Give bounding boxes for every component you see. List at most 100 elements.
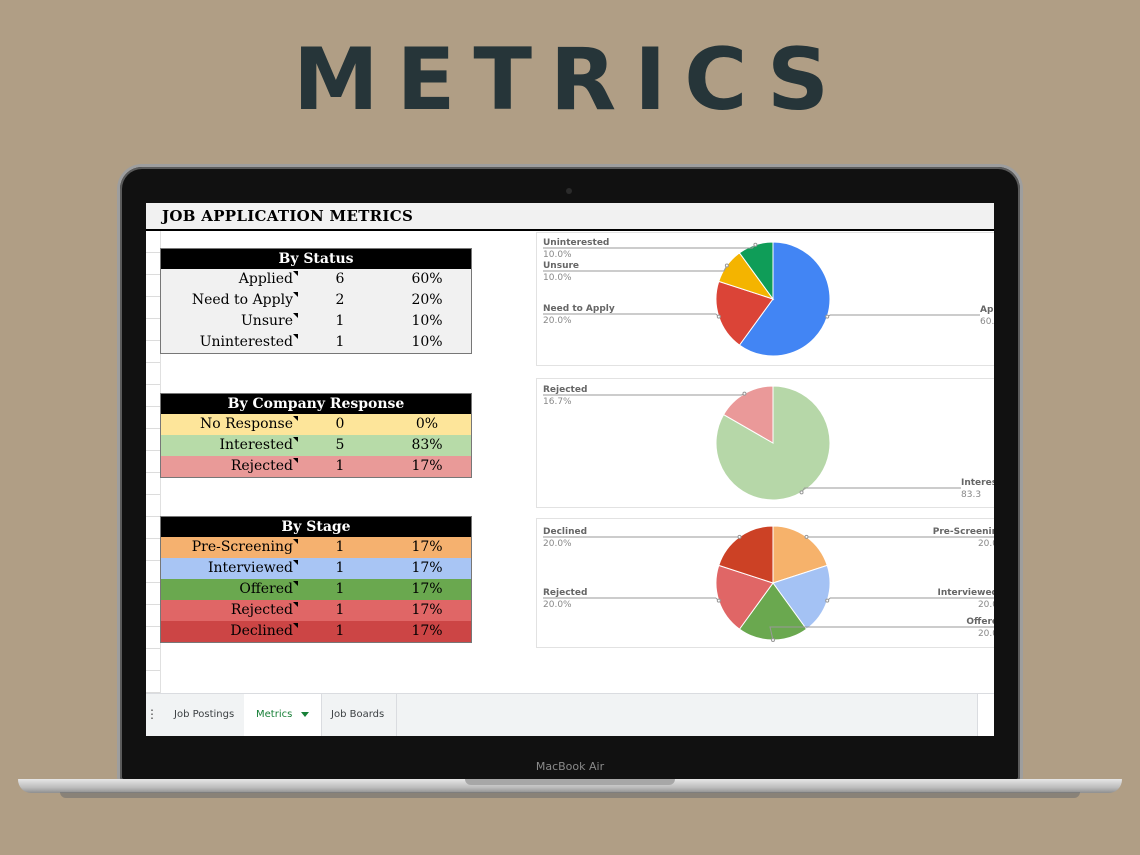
- tab-label: Job Postings: [174, 709, 235, 720]
- pie-leader-dot: [724, 263, 729, 268]
- pie-slice-label: Uninterested: [543, 238, 609, 248]
- pie-leader-line: [801, 487, 961, 493]
- pie-leader-dot: [716, 598, 721, 603]
- table-row[interactable]: No Response 0 0%: [161, 414, 471, 435]
- company-response-pie-svg: Intereste 83.3 Rejected 16.7%: [543, 385, 994, 501]
- row-count: 1: [335, 581, 345, 597]
- row-label: Interviewed: [208, 558, 299, 579]
- row-header-column: [146, 231, 161, 693]
- pie-slice-label: Intereste: [961, 478, 994, 488]
- row-percent: 17%: [411, 560, 443, 576]
- laptop-notch: [465, 779, 675, 785]
- spreadsheet-screen: JOB APPLICATION METRICS By Status Applied…: [146, 203, 994, 736]
- table-row[interactable]: Interested 5 83%: [161, 435, 471, 456]
- table-row[interactable]: Rejected 1 17%: [161, 600, 471, 621]
- row-percent: 17%: [411, 458, 443, 474]
- pie-leader-line: [543, 265, 728, 272]
- row-label: Rejected: [231, 456, 299, 477]
- pie-leader-line: [769, 626, 994, 641]
- tab-dropdown-caret-icon[interactable]: [301, 711, 310, 717]
- pie-slice-value: 20.0%: [543, 316, 572, 326]
- pie-slice-label: Declined: [543, 527, 587, 537]
- pie-leader-dot: [804, 534, 809, 539]
- table-header: By Status: [161, 249, 471, 269]
- row-count: 1: [335, 539, 345, 555]
- sheet-title: JOB APPLICATION METRICS: [162, 207, 414, 225]
- table-header: By Company Response: [161, 394, 471, 414]
- row-percent: 17%: [411, 539, 443, 555]
- row-percent: 10%: [411, 334, 443, 350]
- page-headline: METRICS: [293, 30, 847, 130]
- row-count: 1: [335, 560, 345, 576]
- tab-job-boards[interactable]: Job Boards: [319, 694, 398, 736]
- explore-button[interactable]: [977, 694, 994, 736]
- row-label: No Response: [200, 414, 299, 435]
- row-count: 2: [335, 292, 345, 308]
- row-percent: 10%: [411, 313, 443, 329]
- webcam-icon: [566, 188, 572, 194]
- row-label: Declined: [230, 621, 298, 642]
- row-label: Interested: [220, 435, 298, 456]
- pie-slice-label: Applied: [980, 305, 994, 315]
- table-row[interactable]: Rejected 1 17%: [161, 456, 471, 477]
- laptop-base: [18, 779, 1122, 793]
- row-label: Need to Apply: [192, 290, 299, 311]
- row-count: 1: [335, 458, 345, 474]
- row-count: 1: [335, 334, 345, 350]
- row-count: 1: [335, 313, 345, 329]
- pie-leader-dot: [799, 490, 804, 495]
- row-label: Applied: [239, 269, 299, 290]
- tab-metrics[interactable]: Metrics: [244, 694, 323, 736]
- pie-slice-value: 20.0%: [543, 539, 572, 549]
- status-table: By Status Applied 6 60% Need to Apply 2 20% Uns…: [160, 248, 472, 354]
- sheet-tab-bar: ⋮ Job Postings Metrics Job Boards: [146, 693, 994, 736]
- company-response-pie-chart[interactable]: Intereste 83.3 Rejected 16.7%: [536, 378, 994, 508]
- row-label: Rejected: [231, 600, 299, 621]
- row-count: 0: [335, 416, 345, 432]
- row-count: 1: [335, 602, 345, 618]
- pie-slice-value: 20.0: [978, 539, 994, 549]
- table-header: By Stage: [161, 517, 471, 537]
- all-sheets-menu-icon[interactable]: ⋮: [146, 707, 158, 721]
- pie-leader-dot: [825, 598, 830, 603]
- row-count: 5: [335, 437, 345, 453]
- tab-label: Metrics: [256, 709, 293, 720]
- table-row[interactable]: Pre-Screening 1 17%: [161, 537, 471, 558]
- pie-slice-label: Unsure: [543, 261, 579, 271]
- pie-slice-value: 83.3: [961, 490, 981, 500]
- row-label: Unsure: [241, 311, 298, 332]
- pie-leader-dot: [737, 534, 742, 539]
- table-row[interactable]: Unsure 1 10%: [161, 311, 471, 332]
- table-row[interactable]: Need to Apply 2 20%: [161, 290, 471, 311]
- pie-leader-dot: [716, 314, 721, 319]
- row-label: Pre-Screening: [192, 537, 299, 558]
- pie-slice-label: Need to Apply: [543, 304, 615, 314]
- pie-slice-label: Offere: [966, 617, 994, 627]
- table-row[interactable]: Offered 1 17%: [161, 579, 471, 600]
- stage-pie-svg: Pre-Screenin 20.0 Interviewed 20.0 Offere 20.…: [543, 525, 994, 642]
- row-label: Uninterested: [200, 332, 299, 353]
- table-row[interactable]: Declined 1 17%: [161, 621, 471, 642]
- pie-slice-value: 20.0: [978, 600, 994, 610]
- pie-slice-value: 20.0: [978, 629, 994, 639]
- pie-slice-label: Interviewed: [937, 588, 994, 598]
- table-row[interactable]: Interviewed 1 17%: [161, 558, 471, 579]
- pie-leader-dot: [771, 638, 775, 642]
- row-percent: 83%: [411, 437, 443, 453]
- row-count: 1: [335, 623, 345, 639]
- tab-job-postings[interactable]: Job Postings: [162, 694, 248, 736]
- row-percent: 60%: [411, 271, 443, 287]
- row-count: 6: [335, 271, 345, 287]
- stage-pie-chart[interactable]: Pre-Screenin 20.0 Interviewed 20.0 Offere 20.…: [536, 518, 994, 648]
- row-percent: 0%: [415, 416, 439, 432]
- pie-leader-dot: [753, 242, 758, 247]
- laptop-brand-label: MacBook Air: [535, 760, 605, 773]
- table-row[interactable]: Uninterested 1 10%: [161, 332, 471, 353]
- sheet-title-bar: JOB APPLICATION METRICS: [146, 203, 994, 231]
- row-percent: 17%: [411, 602, 443, 618]
- pie-slice-value: 20.0%: [543, 600, 572, 610]
- table-row[interactable]: Applied 6 60%: [161, 269, 471, 290]
- row-percent: 20%: [411, 292, 443, 308]
